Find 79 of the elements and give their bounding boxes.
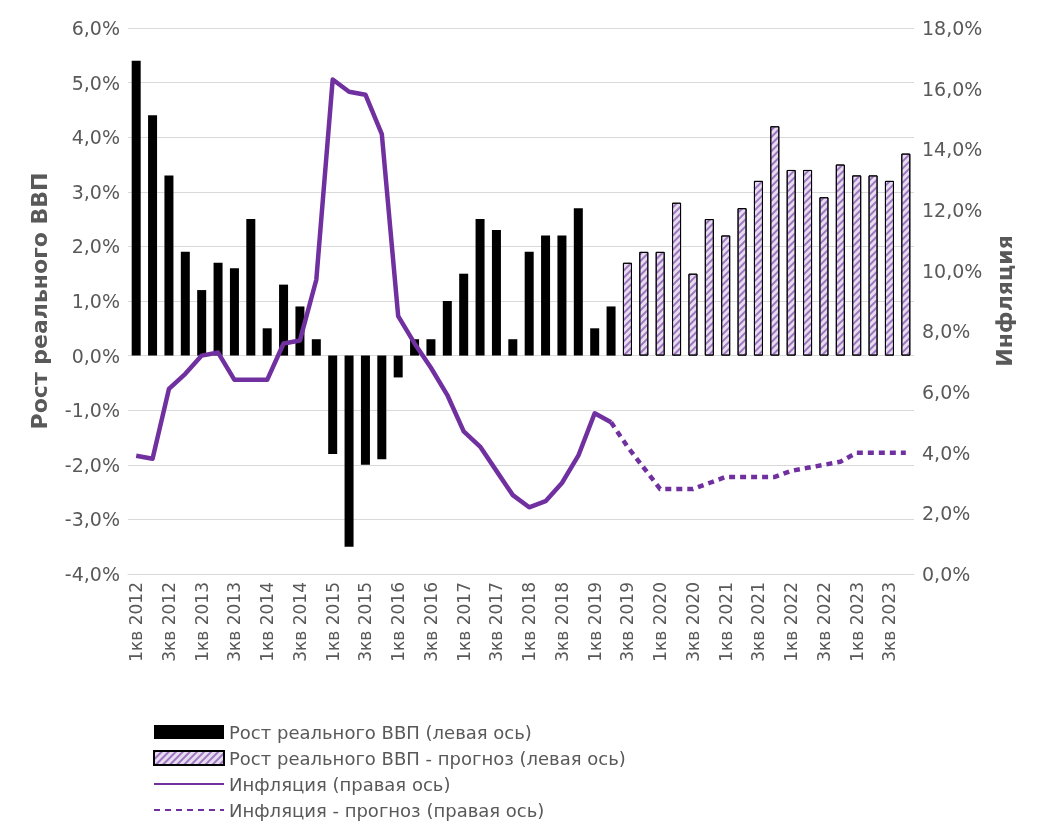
x-tick-label: 1кв 2020 (650, 582, 671, 662)
bar (148, 115, 158, 356)
x-tick-label: 1кв 2021 (715, 582, 736, 662)
y2-tick-label: 10,0% (922, 259, 983, 282)
bar (426, 339, 436, 356)
x-tick-label: 1кв 2023 (846, 582, 867, 662)
y-tick-label: 4,0% (71, 126, 120, 149)
y2-axis-title: Инфляция (991, 235, 1017, 367)
y2-tick-label: 2,0% (922, 502, 971, 525)
bar (344, 355, 354, 547)
bar (508, 339, 518, 356)
bar (360, 355, 370, 465)
bar (311, 339, 321, 356)
y2-tick-label: 12,0% (922, 199, 983, 221)
x-tick-label: 3кв 2023 (879, 582, 900, 662)
legend-label: Рост реального ВВП - прогноз (левая ось) (229, 747, 626, 769)
x-tick-label: 1кв 2022 (781, 582, 802, 662)
bar (246, 219, 256, 356)
bar (377, 355, 387, 460)
y-tick-label: -3,0% (64, 508, 120, 531)
y-tick-label: -1,0% (64, 399, 120, 422)
y-tick-label: 3,0% (71, 180, 120, 203)
bar (229, 268, 239, 356)
y-tick-label: 6,0% (71, 17, 120, 39)
x-tick-label: 3кв 2018 (551, 582, 572, 662)
bar (180, 251, 190, 356)
x-tick-label: 1кв 2016 (388, 582, 409, 662)
bar (475, 219, 485, 356)
y2-tick-label: 14,0% (922, 138, 983, 161)
bar (131, 60, 141, 356)
x-tick-label: 3кв 2016 (420, 582, 441, 662)
legend-label: Рост реального ВВП (левая ось) (229, 721, 532, 743)
x-tick-label: 3кв 2014 (289, 582, 310, 662)
y-tick-label: 0,0% (71, 344, 120, 367)
x-tick-label: 1кв 2012 (126, 582, 147, 662)
x-tick-label: 1кв 2015 (322, 582, 343, 662)
y-tick-label: -4,0% (64, 563, 120, 585)
bar (541, 235, 551, 356)
bar (213, 262, 223, 356)
y-tick-label: 1,0% (71, 290, 120, 312)
y2-tick-label: 18,0% (922, 17, 983, 39)
bar (590, 328, 600, 356)
bar (197, 290, 207, 356)
x-tick-label: 3кв 2017 (486, 582, 507, 662)
y-tick-label: 5,0% (71, 71, 120, 94)
x-tick-label: 1кв 2013 (191, 582, 212, 662)
bar (491, 230, 501, 356)
bar (573, 208, 583, 356)
legend-label: Инфляция - прогноз (правая ось) (229, 799, 545, 821)
y2-tick-label: 8,0% (922, 320, 971, 343)
bar (393, 355, 403, 378)
y-tick-label: -2,0% (64, 453, 120, 476)
x-tick-label: 3кв 2015 (355, 582, 376, 662)
bar (164, 175, 174, 356)
x-tick-label: 3кв 2020 (682, 582, 703, 662)
bar (557, 235, 567, 356)
x-tick-label: 3кв 2021 (748, 582, 769, 662)
legend-label: Инфляция (правая ось) (229, 773, 451, 795)
x-tick-label: 3кв 2019 (617, 582, 638, 662)
y2-tick-label: 16,0% (922, 77, 983, 100)
bar (524, 251, 534, 356)
bar (328, 355, 338, 454)
y2-tick-label: 6,0% (922, 381, 971, 403)
x-tick-label: 1кв 2017 (453, 582, 474, 662)
x-tick-label: 1кв 2018 (519, 582, 540, 662)
y-axis-title: Рост реального ВВП (26, 172, 52, 430)
x-tick-label: 3кв 2013 (224, 582, 245, 662)
x-tick-label: 3кв 2012 (158, 582, 179, 662)
x-tick-label: 3кв 2022 (813, 582, 834, 662)
y2-tick-label: 0,0% (922, 563, 971, 585)
bar (262, 328, 272, 356)
bar (279, 284, 289, 356)
bar (442, 301, 452, 356)
y-tick-label: 2,0% (71, 235, 120, 258)
x-tick-label: 1кв 2014 (257, 582, 278, 662)
bar (459, 273, 469, 356)
x-tick-label: 1кв 2019 (584, 582, 605, 662)
bar (606, 306, 616, 356)
y2-tick-label: 4,0% (922, 441, 971, 464)
